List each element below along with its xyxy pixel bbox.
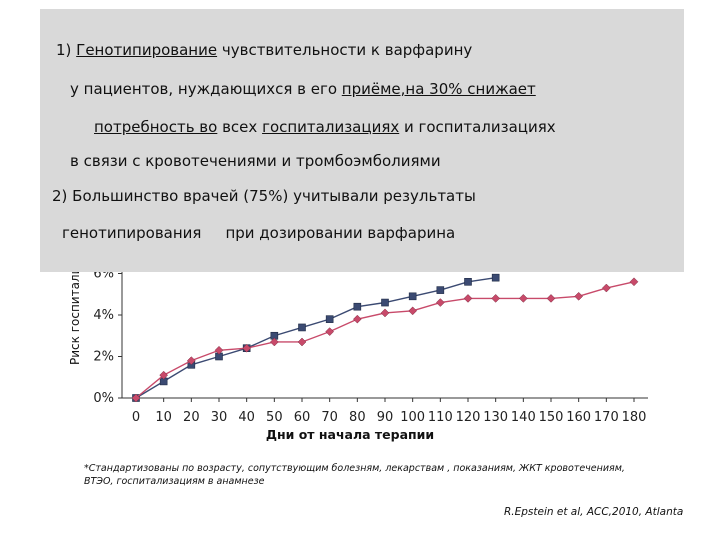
- series-2-point: [269, 337, 279, 347]
- x-tick-label: 150: [539, 410, 564, 425]
- x-tick-label: 140: [511, 410, 536, 425]
- footnote: *Стандартизованы по возрасту, сопутствую…: [84, 463, 625, 487]
- summary-line-2-underlined: приёме,на 30% снижает: [341, 80, 536, 98]
- x-tick-label: 100: [400, 410, 425, 425]
- series-1-point: [381, 298, 389, 307]
- x-axis-label: Дни от начала терапии: [266, 427, 434, 442]
- series-1-point: [325, 315, 334, 323]
- series-2-point: [463, 294, 473, 303]
- x-tick-label: 90: [377, 410, 394, 425]
- x-tick-label: 120: [456, 410, 481, 425]
- x-tick-label: 130: [483, 410, 508, 425]
- x-tick-label: 80: [349, 410, 366, 425]
- summary-line-2: у пациентов, нуждающихся в его приёме,на…: [70, 80, 536, 98]
- summary-line-3-underlined-a: потребность во: [94, 118, 218, 136]
- series-2-point: [352, 314, 362, 324]
- x-tick-label: 60: [294, 410, 311, 425]
- summary-line-6-a: генотипирования: [62, 224, 202, 242]
- series-2-point: [574, 291, 584, 301]
- x-tick-label: 10: [155, 410, 172, 425]
- series-2-point: [491, 294, 501, 303]
- x-tick-label: 110: [428, 410, 453, 425]
- series-2-point: [297, 337, 307, 347]
- y-tick-label: 0%: [93, 391, 114, 406]
- series-2-point: [325, 327, 335, 336]
- series-2-point: [186, 356, 196, 366]
- series-2-point: [380, 308, 390, 318]
- summary-line-1-rest: чувствительности к варфарину: [217, 41, 473, 59]
- summary-line-6: генотипирования при дозировании варфарина: [62, 224, 455, 242]
- series-2-point: [159, 370, 169, 380]
- series-2-point: [629, 277, 639, 287]
- summary-line-5: 2) Большинство врачей (75%) учитывали ре…: [52, 187, 476, 205]
- summary-line-4: в связи с кровотечениями и тромбоэмболия…: [70, 152, 441, 170]
- x-tick-label: 160: [566, 410, 591, 425]
- x-tick-label: 40: [238, 410, 255, 425]
- summary-line-3-underlined-b: госпитализациях: [262, 118, 400, 136]
- x-tick-label: 30: [211, 410, 228, 425]
- summary-line-1-prefix: 1): [56, 41, 77, 59]
- summary-line-3-mid: всех: [217, 118, 263, 136]
- series-2-point: [601, 283, 611, 293]
- series-2-point: [408, 306, 418, 316]
- summary-line-6-b: при дозировании варфарина: [225, 224, 456, 242]
- citation: R.Epstein et al, ACC,2010, Atlanta: [504, 506, 684, 518]
- series-1-point: [353, 302, 362, 311]
- y-tick-label: 4%: [93, 308, 114, 323]
- x-tick-label: 70: [321, 410, 338, 425]
- series-2-point: [546, 294, 556, 303]
- series-2-point: [214, 345, 224, 355]
- series-2-point: [518, 294, 528, 303]
- summary-line-3-rest: и госпитализациях: [399, 118, 556, 136]
- series-1-point: [436, 286, 445, 294]
- series-line-1: [135, 276, 496, 399]
- x-tick-label: 0: [132, 410, 140, 425]
- summary-line-1: 1) Генотипирование чувствительности к ва…: [56, 41, 472, 59]
- series-1-point: [464, 277, 472, 286]
- y-tick-label: 2%: [93, 350, 114, 365]
- x-tick-label: 50: [266, 410, 283, 425]
- summary-overlay: 1) Генотипирование чувствительности к ва…: [40, 9, 684, 272]
- series-1-point: [298, 323, 306, 332]
- summary-line-2-prefix: у пациентов, нуждающихся в его: [70, 80, 342, 98]
- x-tick-label: 180: [622, 410, 647, 425]
- series-1-point: [491, 273, 500, 282]
- series-2-point: [242, 343, 252, 353]
- x-tick-label: 170: [594, 410, 619, 425]
- series-1-point: [408, 292, 417, 301]
- x-tick-label: 20: [183, 410, 200, 425]
- summary-line-3: потребность во всех госпитализациях и го…: [48, 118, 556, 136]
- series-2-point: [131, 393, 141, 403]
- summary-line-1-underlined: Генотипирование: [76, 41, 218, 59]
- series-2-point: [435, 298, 445, 307]
